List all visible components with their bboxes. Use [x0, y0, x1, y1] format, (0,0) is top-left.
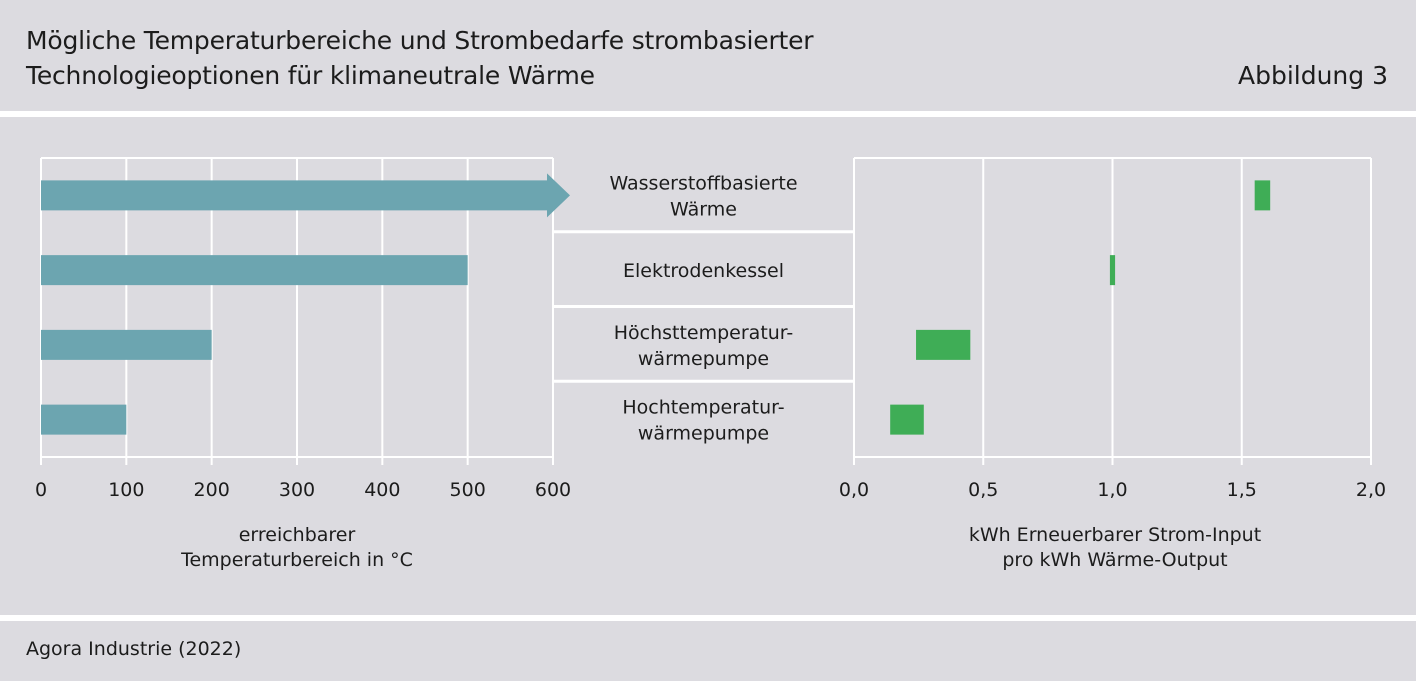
temp-tick-label: 200 [194, 479, 230, 501]
temp-tick-label: 100 [108, 479, 144, 501]
elec-tick-label: 0,0 [839, 479, 869, 501]
footer-panel: Agora Industrie (2022) [0, 621, 1416, 681]
source-note: Agora Industrie (2022) [26, 638, 242, 660]
temp-axis-title: Temperaturbereich in °C [180, 549, 413, 571]
elec-tick-label: 0,5 [968, 479, 998, 501]
elec-axis-title: pro kWh Wärme-Output [1002, 549, 1227, 571]
temp-tick-label: 600 [535, 479, 571, 501]
category-label: wärmepumpe [638, 423, 769, 445]
temp-bar [41, 329, 212, 360]
temp-tick-label: 0 [35, 479, 47, 501]
elec-range-bar [916, 329, 971, 360]
elec-range-bar [890, 404, 924, 435]
temp-tick-label: 400 [364, 479, 400, 501]
elec-tick-label: 2,0 [1356, 479, 1386, 501]
temp-tick-label: 300 [279, 479, 315, 501]
category-label: Elektrodenkessel [623, 260, 784, 282]
temp-bar-arrow [41, 173, 570, 218]
temp-bar [41, 255, 468, 286]
category-label: Höchsttemperatur- [614, 322, 794, 344]
temp-bar [41, 404, 127, 435]
category-label: Hochtemperatur- [622, 397, 784, 419]
elec-axis-title: kWh Erneuerbarer Strom-Input [969, 524, 1261, 546]
chart-panel: 0 100 200 300 400 500 600 0,0 0,5 1,0 1,5 2,0 Wasser… [0, 117, 1416, 615]
chart-title-line-1: Mögliche Temperaturbereiche und Strombed… [26, 26, 814, 55]
temp-tick-label: 500 [450, 479, 486, 501]
category-label: Wärme [670, 198, 737, 220]
elec-tick-label: 1,0 [1097, 479, 1127, 501]
figure-label: Abbildung 3 [1237, 61, 1388, 90]
header-panel: Mögliche Temperaturbereiche und Strombed… [0, 0, 1416, 111]
elec-range-bar [1109, 255, 1116, 286]
chart-title-line-2: Technologieoptionen für klimaneutrale Wä… [26, 61, 595, 90]
chart-svg: 0 100 200 300 400 500 600 0,0 0,5 1,0 1,5 2,0 Wasser… [35, 157, 1386, 571]
elec-tick-label: 1,5 [1227, 479, 1257, 501]
category-label: Wasserstoffbasierte [609, 172, 797, 194]
temp-axis-title: erreichbarer [239, 524, 356, 546]
category-label: wärmepumpe [638, 348, 769, 370]
elec-range-bar [1254, 180, 1271, 211]
